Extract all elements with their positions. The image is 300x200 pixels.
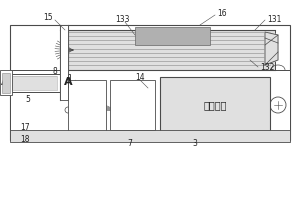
- Bar: [12, 76, 57, 90]
- Text: 充电电池: 充电电池: [203, 100, 227, 110]
- Text: 133: 133: [115, 16, 129, 24]
- Bar: [60, 30, 275, 70]
- Text: A: A: [1, 77, 9, 87]
- Bar: [135, 27, 210, 45]
- Bar: [12, 76, 57, 90]
- Text: 16: 16: [217, 9, 226, 19]
- Text: 7: 7: [128, 138, 132, 148]
- Text: 18: 18: [20, 136, 30, 144]
- Bar: [68, 80, 106, 132]
- Text: 131: 131: [267, 15, 281, 23]
- Bar: [2, 73, 10, 93]
- Bar: [10, 130, 290, 142]
- Bar: [0, 70, 12, 95]
- Bar: [10, 74, 70, 92]
- Bar: [110, 80, 155, 130]
- Text: A: A: [64, 77, 72, 87]
- Text: 8: 8: [52, 68, 57, 76]
- Text: 17: 17: [20, 123, 30, 132]
- Text: 132: 132: [260, 64, 275, 72]
- Text: 3: 3: [193, 138, 197, 148]
- Polygon shape: [265, 32, 278, 65]
- Text: 15: 15: [43, 14, 53, 22]
- Bar: [10, 25, 290, 140]
- Bar: [160, 77, 270, 132]
- Bar: [60, 25, 68, 100]
- Text: 5: 5: [26, 96, 30, 104]
- Bar: [10, 70, 290, 140]
- Text: 14: 14: [135, 72, 145, 82]
